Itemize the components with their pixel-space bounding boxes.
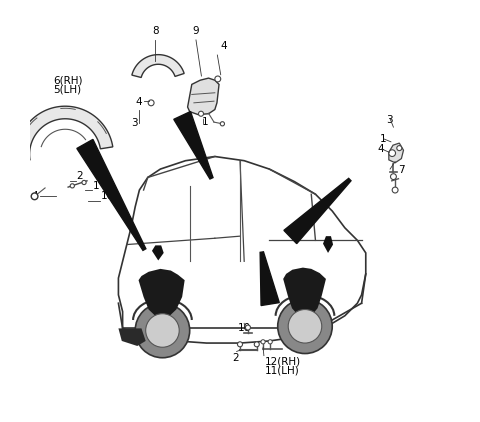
- Circle shape: [238, 342, 242, 347]
- Circle shape: [389, 150, 396, 157]
- Text: 10: 10: [238, 323, 251, 333]
- Circle shape: [397, 146, 402, 151]
- Text: 11(LH): 11(LH): [264, 365, 299, 375]
- Polygon shape: [17, 106, 113, 162]
- Circle shape: [261, 340, 265, 344]
- Polygon shape: [119, 328, 145, 346]
- Circle shape: [220, 122, 225, 126]
- Text: 8: 8: [152, 26, 158, 36]
- Polygon shape: [389, 143, 404, 163]
- Text: 5(LH): 5(LH): [53, 84, 82, 95]
- Text: 1: 1: [202, 117, 209, 127]
- Polygon shape: [260, 252, 279, 306]
- Circle shape: [199, 111, 204, 116]
- Circle shape: [145, 314, 179, 347]
- Polygon shape: [152, 245, 164, 260]
- Polygon shape: [284, 179, 351, 243]
- Text: 9: 9: [192, 26, 199, 36]
- Circle shape: [278, 299, 332, 354]
- Text: 2: 2: [232, 353, 239, 362]
- Circle shape: [288, 309, 322, 343]
- Polygon shape: [174, 111, 213, 179]
- Text: 4: 4: [377, 144, 384, 154]
- Circle shape: [70, 184, 74, 188]
- Circle shape: [31, 193, 38, 200]
- Circle shape: [254, 342, 259, 347]
- Circle shape: [392, 187, 398, 193]
- Circle shape: [391, 174, 396, 179]
- Circle shape: [148, 100, 154, 106]
- Text: 10: 10: [101, 191, 114, 201]
- Text: 1: 1: [93, 181, 99, 191]
- Circle shape: [245, 325, 251, 330]
- Text: 4: 4: [135, 97, 142, 107]
- Circle shape: [215, 76, 221, 82]
- Polygon shape: [139, 269, 185, 324]
- Polygon shape: [188, 78, 219, 115]
- Text: 2: 2: [76, 171, 83, 181]
- Text: 12(RH): 12(RH): [264, 357, 300, 367]
- Polygon shape: [323, 236, 333, 253]
- Circle shape: [268, 340, 272, 344]
- Circle shape: [135, 303, 190, 358]
- Text: 7: 7: [398, 165, 405, 175]
- Text: 6(RH): 6(RH): [53, 75, 83, 85]
- Polygon shape: [77, 139, 146, 250]
- Circle shape: [82, 180, 86, 184]
- Text: 1: 1: [380, 134, 386, 144]
- Text: 4: 4: [221, 41, 228, 51]
- Polygon shape: [283, 268, 326, 323]
- Text: 3: 3: [131, 118, 138, 128]
- Text: 4: 4: [31, 190, 38, 200]
- Text: 3: 3: [386, 115, 393, 124]
- Polygon shape: [132, 54, 184, 78]
